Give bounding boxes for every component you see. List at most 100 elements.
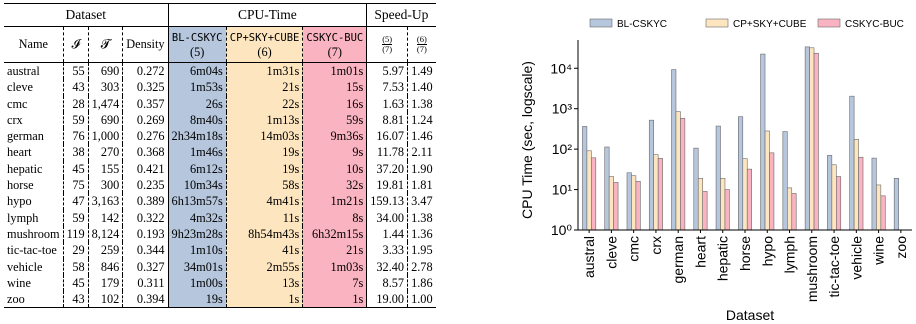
cell-t: 142 xyxy=(88,209,124,226)
bar-cp-sky-cube xyxy=(720,177,726,231)
cell-m5: 9h23m28s xyxy=(168,225,227,243)
cell-m5: 19s xyxy=(168,291,227,309)
cell-i: 119 xyxy=(63,225,89,243)
cell-m7: 1m03s xyxy=(302,258,368,275)
method6-name: CP+SKY+CUBE xyxy=(229,31,300,44)
bar-cp-sky-cube xyxy=(787,187,793,231)
cell-s1: 159.13 xyxy=(366,193,409,210)
cell-t: 155 xyxy=(88,160,124,178)
cell-m5: 1m00s xyxy=(168,274,227,292)
cell-m6: 2m55s xyxy=(226,258,304,275)
cell-i: 58 xyxy=(63,258,89,275)
cell-s1: 16.07 xyxy=(366,128,409,145)
cell-density: 0.327 xyxy=(122,258,169,275)
bar-bl-cskyc xyxy=(604,146,610,231)
speedup2-numerator: (6) xyxy=(416,34,427,45)
cell-i: 55 xyxy=(63,62,89,80)
method6-col-header: CP+SKY+CUBE (6) xyxy=(226,26,304,63)
bar-cskyc-buc xyxy=(657,158,663,231)
speedup1-denominator: (7) xyxy=(382,44,393,54)
cell-s1: 7.53 xyxy=(366,79,409,96)
cell-i: 29 xyxy=(63,242,89,259)
bar-cp-sky-cube xyxy=(697,177,703,231)
bar-cskyc-buc xyxy=(769,152,775,231)
cell-name: cmc xyxy=(4,95,64,112)
bar-bl-cskyc xyxy=(849,95,855,231)
cell-s1: 19.81 xyxy=(366,177,409,194)
cell-s1: 19.00 xyxy=(366,291,409,309)
cell-m6: 1s xyxy=(226,291,304,309)
cell-t: 1,000 xyxy=(88,128,124,145)
bar-cp-sky-cube xyxy=(809,47,815,231)
cell-m6: 41s xyxy=(226,242,304,259)
x-tick-label: heart xyxy=(692,236,708,268)
cell-s1: 3.33 xyxy=(366,242,409,259)
cell-t: 300 xyxy=(88,177,124,194)
y-tick-label: 10⁴ xyxy=(550,60,572,76)
cell-density: 0.235 xyxy=(122,177,169,194)
table-row: crx 59 690 0.269 8m40s 1m13s 59s 8.81 1.24 xyxy=(4,111,436,129)
legend-swatch xyxy=(817,18,841,28)
bar-bl-cskyc xyxy=(671,69,677,231)
cell-m5: 4m32s xyxy=(168,209,227,226)
cell-m6: 1m13s xyxy=(226,111,304,129)
table-row: hypo 47 3,163 0.389 6h13m57s 4m41s 1m21s 159.13… xyxy=(4,193,436,210)
cell-s1: 11.78 xyxy=(366,144,409,161)
table-row: horse 75 300 0.235 10m34s 58s 32s 19.81 1.81 xyxy=(4,177,436,194)
cell-m7: 59s xyxy=(302,111,368,129)
x-tick-label: austral xyxy=(581,236,597,278)
cell-t: 270 xyxy=(88,144,124,161)
cell-s2: 1.38 xyxy=(411,96,433,111)
bar-bl-cskyc xyxy=(827,155,833,231)
cell-t: 259 xyxy=(88,242,124,259)
cputime-group-header: CPU-Time xyxy=(168,3,368,27)
cell-name: vehicle xyxy=(4,258,64,275)
method5-col-header: BL-CSKYC (5) xyxy=(168,26,227,63)
cell-m6: 58s xyxy=(226,177,304,194)
y-tick-label: 10² xyxy=(552,141,573,157)
table-row: zoo 43 102 0.394 19s 1s 1s 19.00 1.00 xyxy=(4,291,436,309)
cell-m7: 7s xyxy=(302,274,368,292)
density-col-header: Density xyxy=(122,26,169,63)
bar-cskyc-buc xyxy=(613,182,619,231)
cell-s1: 37.20 xyxy=(366,160,409,178)
cell-m7: 15s xyxy=(302,79,368,96)
cell-m7: 32s xyxy=(302,177,368,194)
cell-m5: 10m34s xyxy=(168,177,227,194)
cell-t: 690 xyxy=(88,111,124,129)
y-tick-label: 10³ xyxy=(552,101,573,117)
table-row: hepatic 45 155 0.421 6m12s 19s 10s 37.20 1.90 xyxy=(4,160,436,178)
cell-t: 3,163 xyxy=(88,193,124,210)
cell-s1: 5.97 xyxy=(366,62,409,80)
cell-s2: 1.38 xyxy=(411,210,433,225)
cell-density: 0.193 xyxy=(122,225,169,243)
cell-density: 0.368 xyxy=(122,144,169,161)
cell-name: tic-tac-toe xyxy=(4,242,64,259)
speedup1-numerator: (5) xyxy=(382,34,393,45)
x-tick-label: wine xyxy=(871,236,887,266)
bar-cp-sky-cube xyxy=(631,175,637,231)
legend-swatch xyxy=(589,18,613,28)
bar-cp-sky-cube xyxy=(586,150,592,231)
cell-m7: 6h32m15s xyxy=(302,225,368,243)
x-tick-label: horse xyxy=(737,236,753,271)
bar-cskyc-buc xyxy=(880,195,886,231)
cell-i: 28 xyxy=(63,95,89,112)
method5-number: (5) xyxy=(190,45,205,60)
cell-i: 45 xyxy=(63,274,89,292)
bar-cp-sky-cube xyxy=(675,111,681,231)
speedup-group-header: Speed-Up xyxy=(366,3,436,27)
bar-bl-cskyc xyxy=(893,177,899,231)
cell-s2: 1.90 xyxy=(411,161,433,176)
cell-i: 38 xyxy=(63,144,89,161)
bar-cskyc-buc xyxy=(835,176,842,231)
cell-s2: 1.49 xyxy=(411,64,433,78)
cell-m5: 34m01s xyxy=(168,258,227,275)
cpu-time-bar-chart: BL-CSKYC CP+SKY+CUBE CSKYC-BUC 10⁰10¹10²10… xyxy=(519,18,912,323)
x-tick-label: hypo xyxy=(759,236,775,267)
x-tick-label: hepatic xyxy=(715,236,731,281)
table-row: tic-tac-toe 29 259 0.344 1m10s 41s 21s 3.33 1.95 xyxy=(4,242,436,259)
bar-cp-sky-cube xyxy=(608,176,614,231)
cell-m5: 6m12s xyxy=(168,160,227,178)
cell-t: 690 xyxy=(88,62,124,80)
